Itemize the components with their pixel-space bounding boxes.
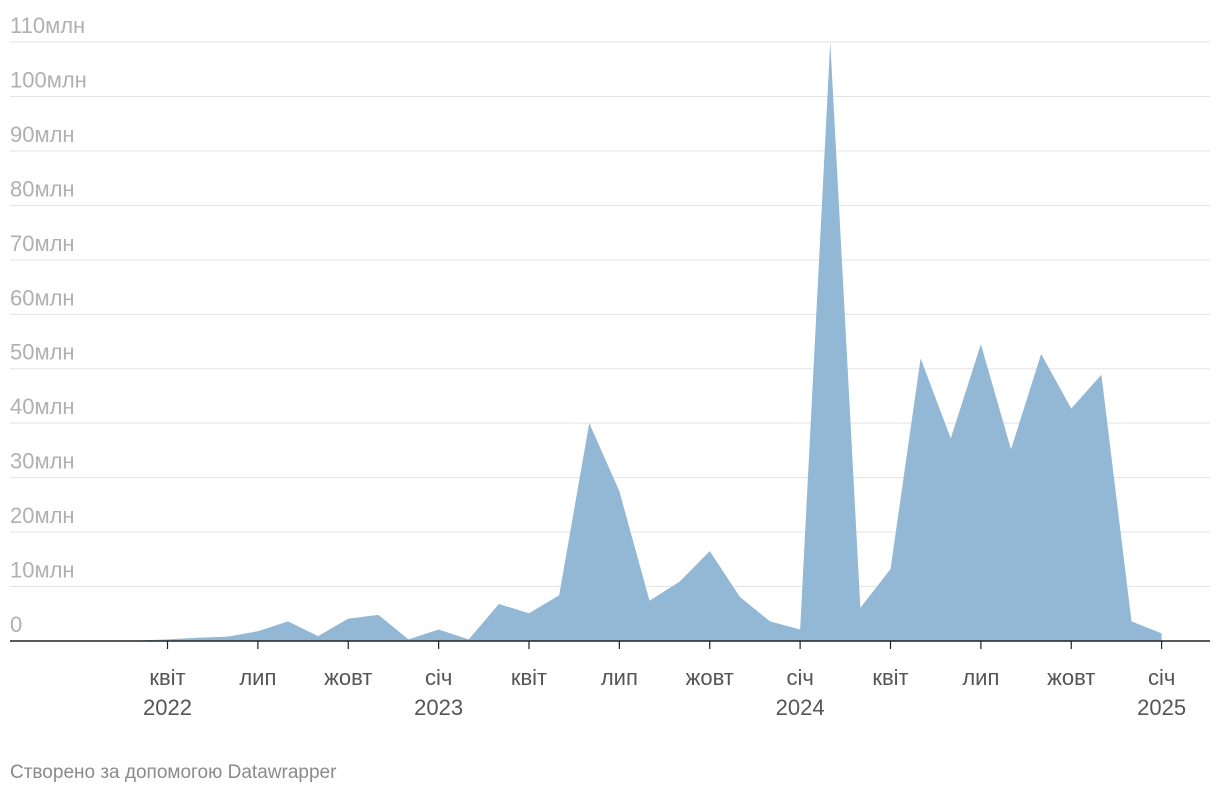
y-tick-label: 0 [10,612,22,637]
x-tick-label: жовт [324,665,372,690]
x-tick-label: лип [962,665,999,690]
credit-footer: Створено за допомогою Datawrapper [10,762,337,783]
x-tick-label: лип [239,665,276,690]
y-tick-label: 70млн [10,231,75,256]
y-tick-label: 50млн [10,340,75,365]
area-fill [107,42,1162,641]
x-tick-year: 2023 [414,695,463,720]
x-tick-year: 2025 [1137,695,1186,720]
x-tick-label: квіт [872,665,908,690]
x-tick-label: квіт [511,665,547,690]
grid-lines [10,41,1210,588]
x-tick-label: січ [425,665,452,690]
y-tick-label: 20млн [10,503,75,528]
y-tick-label: 10млн [10,558,75,583]
x-tick-year: 2024 [776,695,825,720]
x-tick-label: січ [1148,665,1175,690]
x-tick-label: жовт [686,665,734,690]
y-tick-label: 100млн [10,67,87,92]
x-axis: квіт 2022 лип жовт січ 2023 квіт лип жовт січ 2024… [10,640,1210,720]
x-tick-label: лип [601,665,638,690]
y-tick-label: 80млн [10,176,75,201]
y-tick-label: 110млн [10,13,85,38]
y-tick-label: 60млн [10,285,75,310]
x-tick-year: 2022 [143,695,192,720]
area-series [107,42,1162,641]
y-tick-label: 30млн [10,449,75,474]
y-tick-label: 40млн [10,394,75,419]
x-tick-label: січ [786,665,813,690]
x-tick-label: жовт [1047,665,1095,690]
y-axis: 0 10млн 20млн 30млн 40млн 50млн 60млн 70млн 80мл… [10,13,87,637]
x-tick-label: квіт [149,665,185,690]
y-tick-label: 90млн [10,122,75,147]
